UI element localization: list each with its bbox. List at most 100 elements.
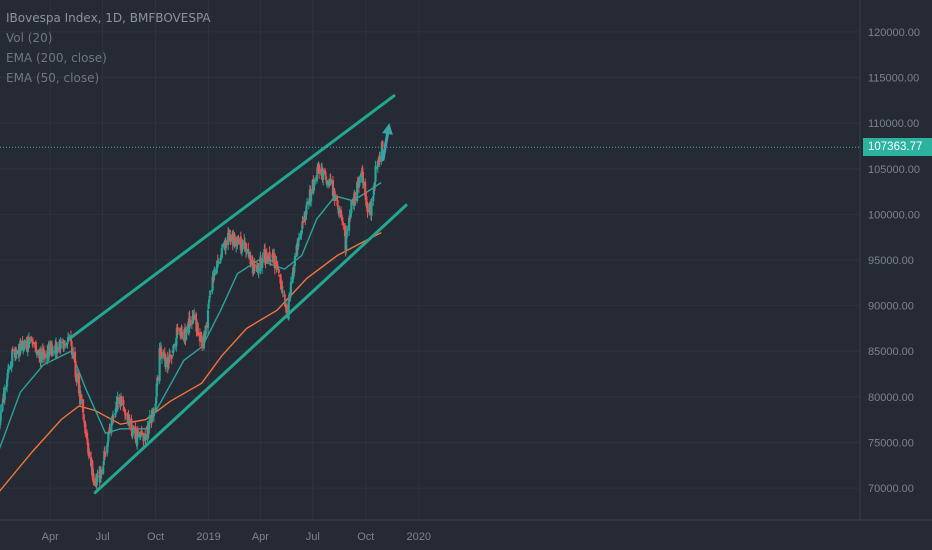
candle-body [203,332,206,338]
candle-body [99,469,102,477]
candle-body [323,169,326,173]
ema200-line [0,231,382,492]
arrow-shaft[interactable] [381,132,389,162]
legend-ema50[interactable]: EMA (50, close) [6,71,100,85]
candle-body [312,184,316,191]
candle-body [335,196,339,200]
candle-body [47,344,51,357]
candle-body [275,261,279,270]
candle-body [33,342,36,345]
candle-body [297,239,300,243]
candle-body [313,179,316,186]
candle-body [259,258,263,262]
candle-body [30,336,33,339]
candle-body [341,217,344,221]
candle-body [188,316,191,322]
candle-body [172,345,175,353]
candle-body [163,353,166,361]
candle-body [25,341,28,350]
candle-body [77,372,81,394]
arrow-head[interactable] [382,123,393,135]
candle-body [21,340,24,351]
candle-body [107,433,110,442]
channel-lower-line[interactable] [93,203,408,495]
x-tick-label: Oct [147,531,164,543]
candle-body [212,276,215,281]
candle-body [324,176,328,179]
candle-body [356,182,359,202]
candle-body [71,348,74,355]
candle-body [147,429,150,434]
candle-body [0,410,2,422]
candle-body [288,298,291,303]
candle-body [168,354,171,363]
candle-body [204,335,207,337]
candle-body [211,276,214,291]
candle-body [3,388,6,400]
legend-volume[interactable]: Vol (20) [6,31,53,45]
candle-body [216,260,219,269]
candle-body [216,260,219,262]
candle-body [5,386,8,390]
candle-body [43,353,47,358]
candle-body [241,243,244,250]
candle-body [37,349,40,356]
candle-body [247,248,250,253]
candle-body [300,230,303,233]
channel-upper-line[interactable] [69,94,396,340]
candle-body [70,341,73,347]
candle-body [284,298,287,307]
candle-body [68,335,71,337]
candle-body [304,212,307,218]
candle-body [366,203,369,212]
candle-body [381,141,384,147]
candle-body [357,184,360,188]
candle-body [209,290,212,295]
candle-body [289,282,293,294]
candle-body [124,413,127,417]
candle-body [96,475,99,478]
candle-body [281,290,284,292]
candle-body [205,325,208,328]
candle-body [183,329,187,337]
candle-body [301,221,304,229]
candle-body [377,160,380,162]
candle-body [167,362,170,364]
candle-body [221,246,224,248]
candle-body [6,372,9,378]
candle-body [154,403,157,411]
x-tick-label: Jul [96,531,110,543]
candle-body [189,319,192,327]
candle-body [176,328,180,330]
y-tick-label: 115000.00 [868,73,919,85]
candle-body [170,355,173,359]
candle-body [91,460,94,476]
candle-body [239,236,242,251]
candle-body [130,418,133,431]
candle-body [187,318,191,333]
candle-body [190,323,193,325]
candle-body [61,341,64,344]
candle-body [118,398,121,405]
grid [0,0,860,520]
candle-body [119,395,123,406]
candle-body [127,414,130,421]
trend-overlays[interactable] [69,94,408,495]
candle-body [19,341,22,351]
candle-body [104,453,107,455]
candle-body [380,142,383,154]
candle-body [264,262,267,264]
candle-body [229,234,232,241]
candle-body [76,373,79,382]
y-tick-label: 95000.00 [868,255,914,267]
x-tick-label: Jul [306,531,320,543]
candle-body [361,169,364,171]
candle-body [269,263,272,265]
candle-body [14,349,17,358]
candle-body [79,396,82,405]
candle-body [297,237,301,241]
legend-ema200[interactable]: EMA (200, close) [6,51,107,65]
price-axis[interactable] [860,0,932,520]
candle-body [134,426,137,440]
